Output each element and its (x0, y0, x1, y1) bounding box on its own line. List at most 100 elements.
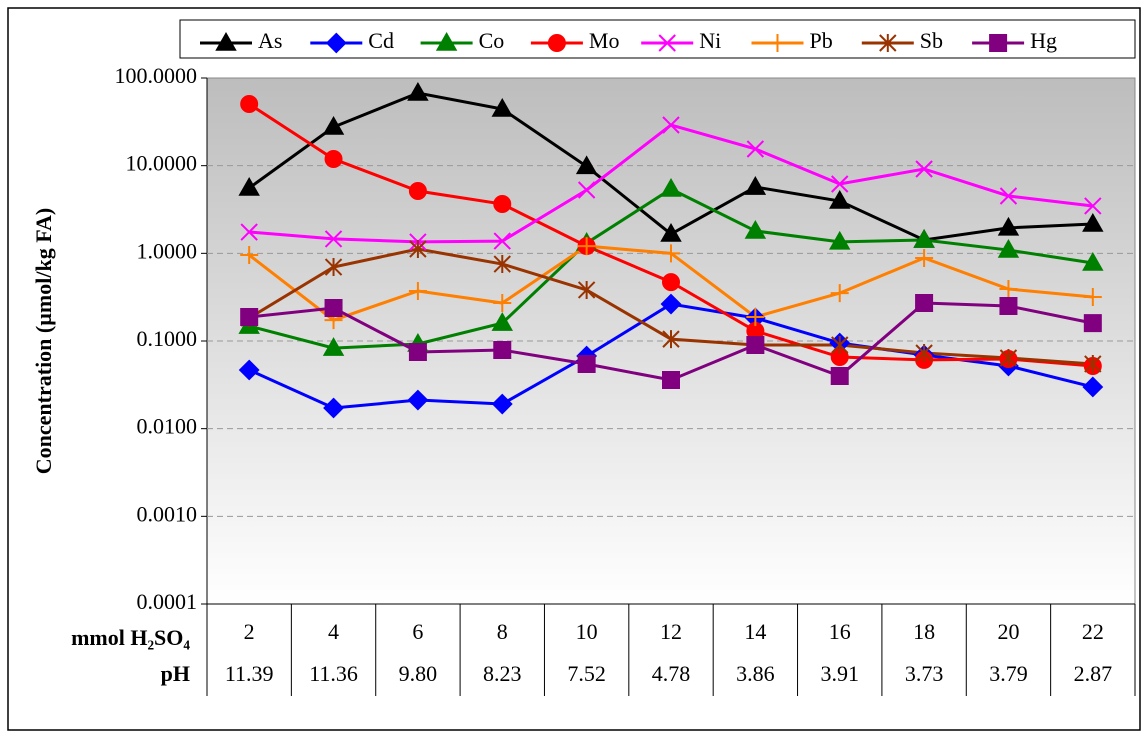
data-point (575, 155, 598, 175)
x2-tick-label: 3.79 (989, 661, 1028, 686)
data-point (324, 230, 343, 248)
y-tick-label: 100.0000 (115, 63, 198, 88)
data-point (238, 176, 260, 196)
data-point (322, 115, 345, 135)
legend-label: Hg (1030, 28, 1057, 53)
legend-label: Sb (920, 28, 943, 53)
data-point (913, 228, 935, 248)
legend-marker (658, 34, 676, 52)
x2-tick-label: 3.91 (820, 661, 859, 686)
data-point (746, 140, 765, 158)
legend-marker (768, 34, 787, 52)
x2-tick-label: 9.80 (399, 661, 438, 686)
x-tick-label: 14 (744, 619, 766, 644)
x2-tick-label: 4.78 (652, 661, 691, 686)
y-tick-label: 0.0010 (137, 501, 198, 526)
data-point (240, 307, 259, 326)
data-point (324, 258, 343, 277)
x-tick-label: 20 (997, 619, 1019, 644)
data-point (660, 177, 682, 197)
data-point (746, 307, 765, 326)
data-point (491, 393, 513, 415)
data-point (660, 223, 682, 242)
data-point (577, 181, 596, 199)
data-point (660, 293, 682, 315)
data-point (493, 195, 512, 214)
data-point (408, 182, 427, 201)
data-point (744, 176, 767, 195)
legend-marker (879, 34, 897, 52)
data-point (915, 343, 933, 362)
data-point (408, 281, 427, 300)
data-point (999, 187, 1018, 205)
x-row-label: mmol H₂SO₄ (71, 625, 190, 650)
data-point (830, 366, 849, 385)
legend-marker (547, 34, 566, 52)
data-point (829, 230, 851, 250)
y-tick-label: 10.0000 (126, 151, 198, 176)
data-point (493, 294, 512, 313)
data-point (999, 296, 1018, 315)
data-point (407, 82, 429, 101)
legend-marker (435, 31, 458, 51)
data-point (997, 239, 1020, 258)
x-tick-label: 8 (497, 619, 508, 644)
data-point (1082, 251, 1104, 271)
legend-marker (325, 32, 347, 54)
x2-tick-label: 11.39 (225, 661, 274, 686)
x2-tick-label: 2.87 (1074, 661, 1113, 686)
data-point (831, 336, 849, 355)
legend-label: Co (479, 28, 505, 53)
y-tick-label: 1.0000 (137, 238, 198, 263)
data-point (1083, 287, 1102, 306)
data-point (240, 95, 259, 114)
x-tick-label: 4 (328, 619, 339, 644)
data-point (1084, 197, 1102, 215)
x-tick-label: 6 (412, 619, 423, 644)
data-point (831, 175, 849, 193)
data-point (240, 246, 259, 265)
y-tick-label: 0.0001 (137, 589, 198, 614)
data-point (493, 341, 512, 360)
data-point (238, 359, 260, 381)
data-point (407, 389, 429, 411)
data-point (999, 279, 1018, 298)
x2-tick-label: 3.73 (905, 661, 944, 686)
data-point (662, 116, 680, 134)
legend-label: Pb (810, 28, 833, 53)
x-tick-label: 10 (576, 619, 598, 644)
legend-label: As (258, 28, 282, 53)
data-point (662, 371, 680, 390)
x-tick-label: 18 (913, 619, 935, 644)
x-tick-label: 22 (1082, 619, 1104, 644)
data-point (830, 284, 849, 303)
data-point (1082, 376, 1104, 398)
data-point (746, 336, 765, 355)
data-point (493, 232, 511, 250)
data-point (322, 337, 345, 356)
x-tick-label: 16 (829, 619, 851, 644)
data-point (577, 280, 596, 299)
data-point (1083, 314, 1102, 333)
data-point (1082, 212, 1104, 232)
data-point (915, 248, 934, 267)
x2-tick-label: 3.86 (736, 661, 775, 686)
data-point (662, 273, 680, 292)
x2-tick-label: 8.23 (483, 661, 522, 686)
x-tick-label: 2 (244, 619, 255, 644)
data-point (915, 160, 933, 178)
data-point (408, 343, 427, 362)
data-point (323, 397, 344, 419)
x2-tick-label: 7.52 (567, 661, 606, 686)
data-point (744, 219, 767, 239)
data-point (915, 294, 934, 313)
data-point (997, 216, 1020, 236)
data-point (493, 255, 511, 274)
data-point (491, 97, 513, 117)
legend-label: Cd (368, 28, 394, 53)
data-point (409, 240, 427, 259)
x2-tick-label: 11.36 (309, 661, 358, 686)
legend-label: Mo (589, 28, 620, 53)
